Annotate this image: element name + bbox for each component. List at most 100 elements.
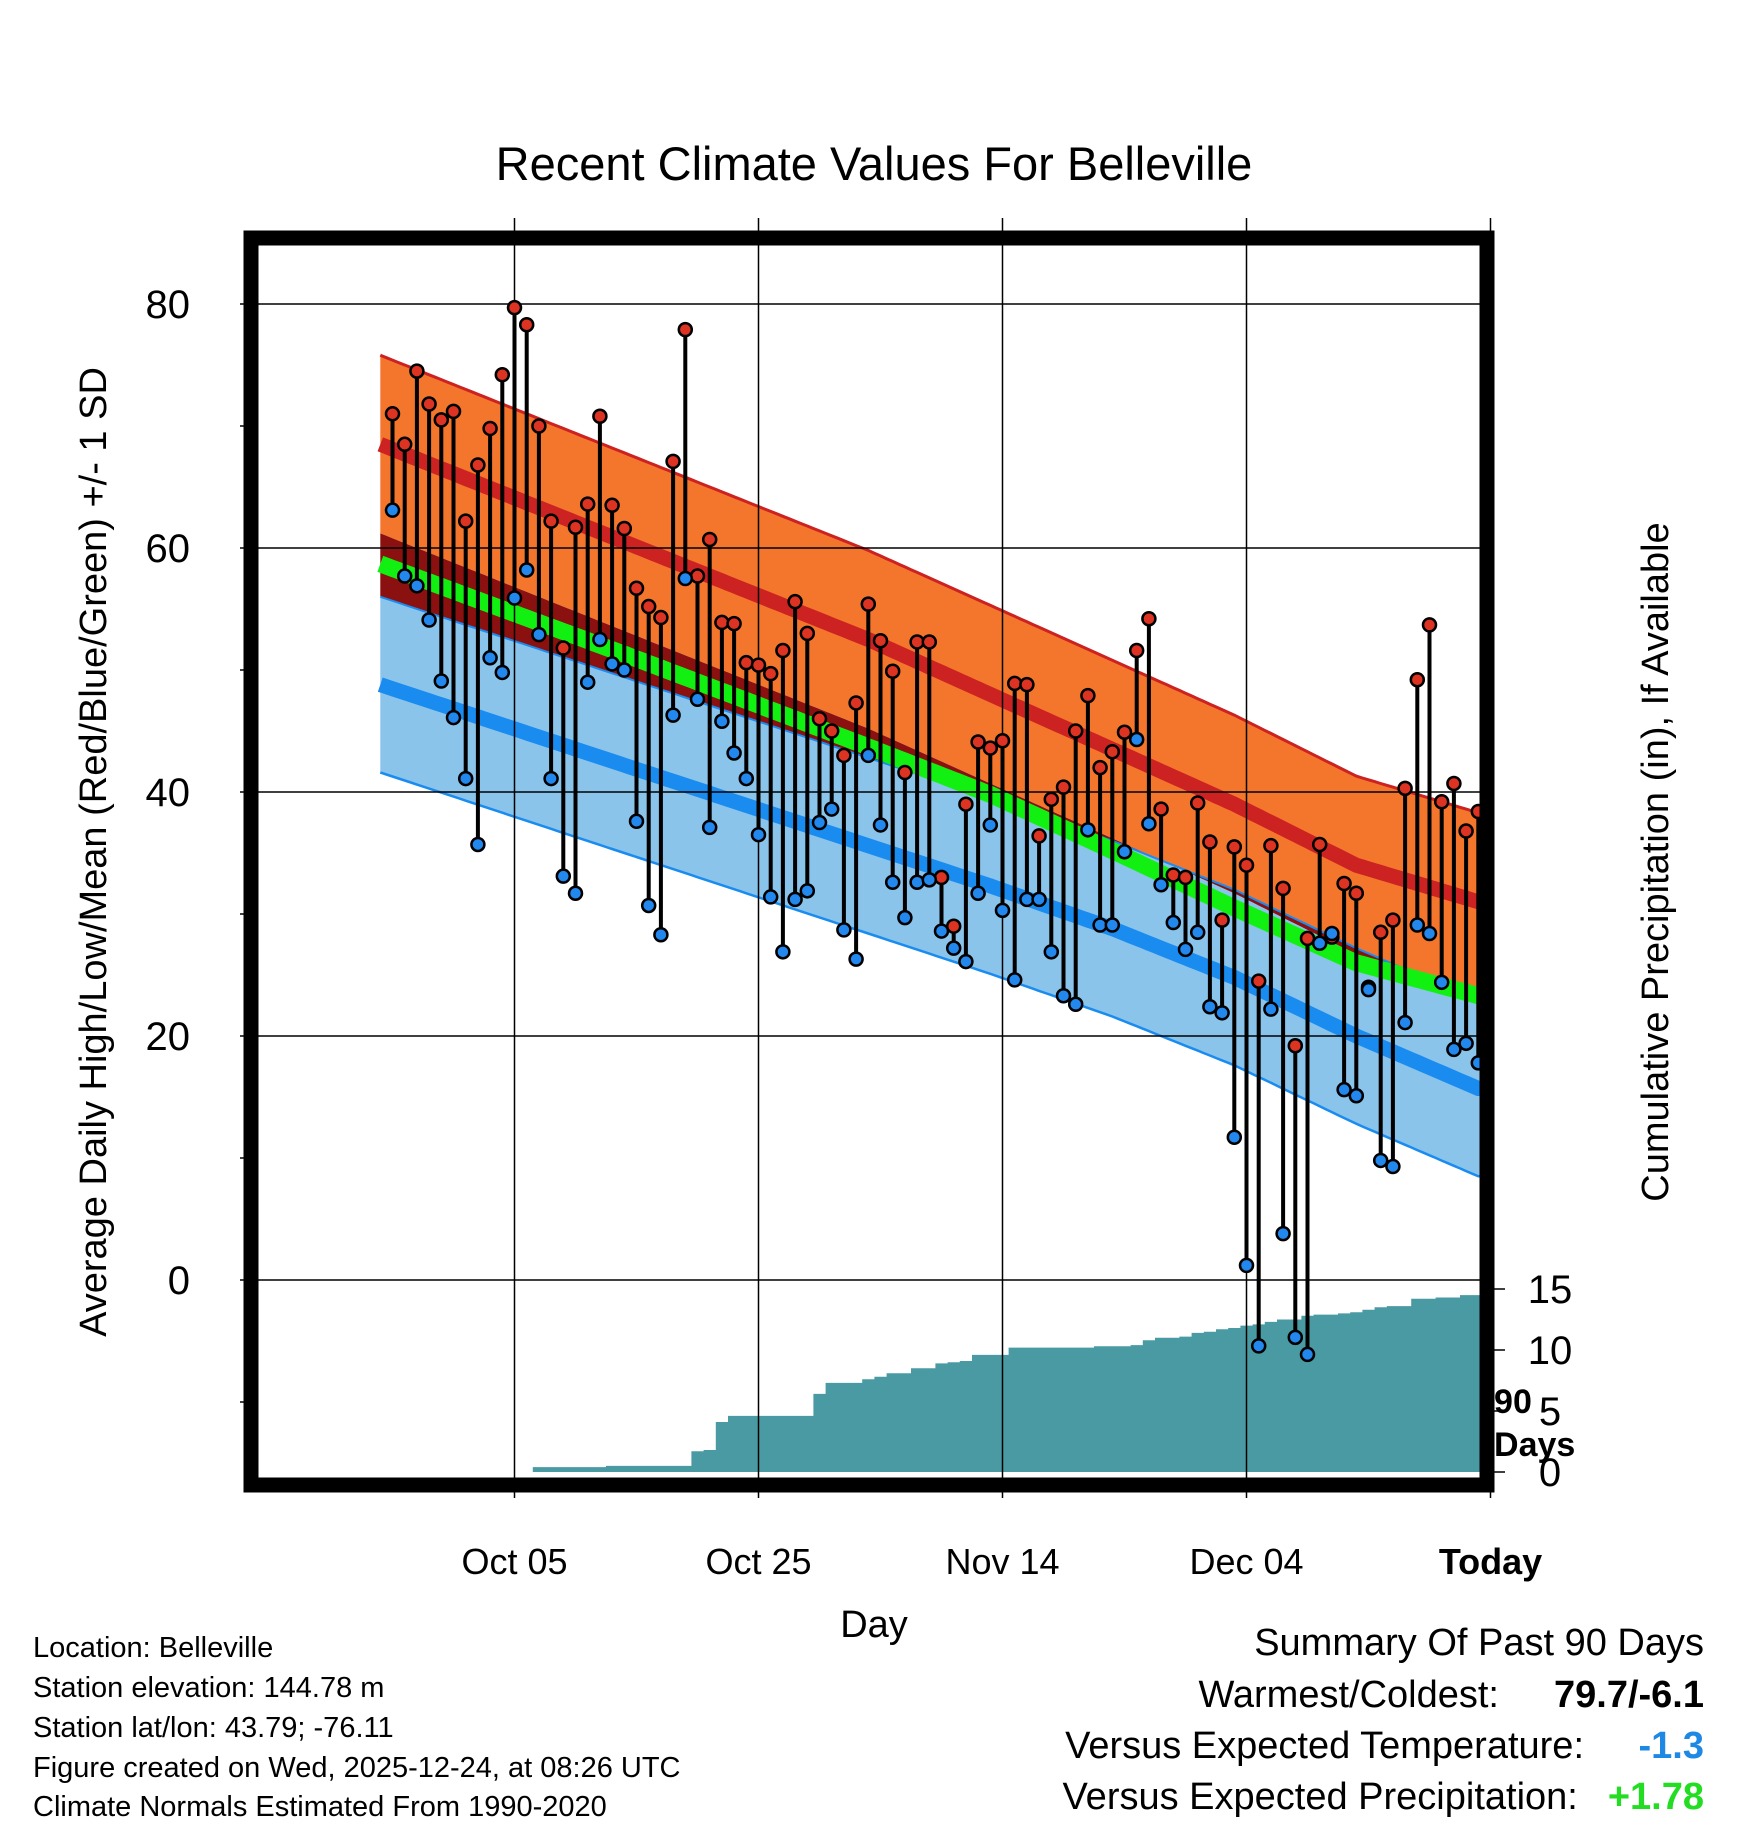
x-tick-label: Today bbox=[1439, 1541, 1542, 1582]
footer-location: Location: Belleville bbox=[33, 1632, 274, 1664]
daily-low-point bbox=[677, 570, 694, 587]
daily-low-point bbox=[1214, 1005, 1230, 1021]
y-axis-label: Average Daily High/Low/Mean (Red/Blue/Gr… bbox=[73, 367, 115, 1337]
daily-low-point bbox=[1067, 996, 1084, 1013]
daily-high-point bbox=[1092, 759, 1108, 776]
daily-high-point bbox=[726, 615, 742, 632]
daily-high-point bbox=[1019, 676, 1035, 693]
x-axis-label: Day bbox=[840, 1604, 908, 1646]
daily-high-point bbox=[1372, 924, 1389, 941]
daily-low-point bbox=[1397, 1014, 1413, 1031]
daily-low-point bbox=[1202, 998, 1218, 1015]
daily-high-point bbox=[482, 420, 498, 437]
summary-precip-label: Versus Expected Precipitation: bbox=[1062, 1776, 1578, 1818]
y2-tick-label: 5 bbox=[1539, 1390, 1561, 1434]
daily-low-point bbox=[701, 819, 718, 836]
daily-high-point bbox=[518, 316, 535, 333]
daily-high-point bbox=[1055, 779, 1072, 795]
daily-high-point bbox=[494, 367, 511, 383]
daily-high-point bbox=[1031, 828, 1047, 844]
daily-high-point bbox=[775, 642, 791, 659]
daily-high-point bbox=[555, 640, 572, 656]
daily-high-point bbox=[970, 734, 986, 750]
today-marker-days-label: Days bbox=[1494, 1426, 1575, 1464]
daily-low-point bbox=[1360, 981, 1377, 998]
daily-high-point bbox=[1275, 880, 1291, 897]
daily-low-point bbox=[506, 590, 523, 606]
daily-high-point bbox=[1263, 837, 1279, 854]
summary-precip-row: Versus Expected Precipitation: +1.78 bbox=[1062, 1774, 1704, 1820]
daily-high-point bbox=[567, 519, 584, 536]
summary-warmest-value: 79.7/-6.1 bbox=[1554, 1674, 1704, 1716]
daily-high-point bbox=[836, 747, 852, 764]
today-marker-days-number: 90 bbox=[1494, 1383, 1532, 1421]
y-tick-label: 20 bbox=[146, 1015, 191, 1059]
daily-low-point bbox=[933, 923, 950, 939]
daily-high-point bbox=[1397, 780, 1413, 797]
daily-high-point bbox=[384, 406, 401, 422]
summary-warmest-row: Warmest/Coldest: 79.7/-6.1 bbox=[1198, 1672, 1704, 1718]
daily-low-point bbox=[1250, 1338, 1267, 1354]
daily-high-point bbox=[470, 457, 486, 473]
daily-high-point bbox=[628, 580, 645, 597]
summary-temp-value: -1.3 bbox=[1638, 1725, 1704, 1767]
daily-low-point bbox=[1372, 1152, 1389, 1169]
footer-created: Figure created on Wed, 2025-12-24, at 08… bbox=[33, 1752, 681, 1784]
daily-high-point bbox=[689, 568, 706, 584]
daily-low-point bbox=[628, 813, 645, 830]
daily-low-point bbox=[836, 922, 852, 938]
daily-high-point bbox=[799, 625, 816, 642]
daily-high-point bbox=[897, 764, 913, 781]
daily-low-point bbox=[579, 674, 596, 690]
daily-low-point bbox=[982, 817, 999, 833]
daily-high-point bbox=[543, 513, 559, 529]
daily-low-point bbox=[470, 836, 486, 853]
daily-low-point bbox=[823, 801, 840, 817]
daily-low-point bbox=[958, 953, 974, 970]
daily-low-point bbox=[1043, 944, 1060, 960]
daily-high-point bbox=[1153, 801, 1169, 817]
summary-warmest-label: Warmest/Coldest: bbox=[1198, 1674, 1499, 1716]
x-tick-label: Dec 04 bbox=[1189, 1541, 1303, 1582]
daily-high-point bbox=[1141, 611, 1157, 627]
daily-high-point bbox=[872, 632, 889, 649]
daily-high-point bbox=[787, 593, 803, 610]
x-tick-label: Oct 25 bbox=[705, 1541, 811, 1582]
daily-high-point bbox=[933, 869, 950, 886]
daily-high-point bbox=[958, 796, 974, 812]
daily-high-point bbox=[982, 740, 999, 756]
chart-title: Recent Climate Values For Belleville bbox=[496, 137, 1253, 190]
daily-high-point bbox=[738, 654, 755, 671]
daily-low-point bbox=[1324, 925, 1340, 942]
daily-low-point bbox=[445, 709, 462, 726]
y-tick-label: 80 bbox=[146, 283, 191, 327]
daily-high-point bbox=[1202, 834, 1218, 850]
daily-high-point bbox=[592, 408, 608, 424]
daily-low-point bbox=[1299, 1346, 1316, 1363]
daily-low-point bbox=[921, 872, 938, 888]
daily-low-point bbox=[1055, 987, 1072, 1004]
daily-low-point bbox=[421, 612, 437, 628]
daily-low-point bbox=[531, 626, 547, 643]
daily-high-point bbox=[811, 711, 828, 727]
daily-high-point bbox=[994, 733, 1011, 749]
daily-low-point bbox=[750, 826, 767, 843]
daily-low-point bbox=[860, 747, 877, 764]
daily-high-point bbox=[1165, 867, 1182, 883]
daily-low-point bbox=[592, 631, 608, 648]
daily-high-point bbox=[1067, 723, 1084, 739]
summary-precip-value: +1.78 bbox=[1607, 1776, 1704, 1818]
daily-low-point bbox=[1421, 925, 1438, 942]
y2-tick-label: 15 bbox=[1528, 1268, 1573, 1312]
daily-high-point bbox=[421, 396, 437, 412]
daily-low-point bbox=[567, 885, 584, 902]
high-band-upper-edge bbox=[379, 353, 1480, 815]
daily-low-point bbox=[1080, 822, 1096, 838]
daily-high-point bbox=[457, 513, 474, 529]
daily-low-point bbox=[762, 889, 779, 905]
daily-low-point bbox=[775, 944, 791, 960]
daily-low-point bbox=[909, 874, 925, 891]
daily-high-point bbox=[1189, 795, 1206, 811]
daily-low-point bbox=[1409, 917, 1426, 933]
daily-low-point bbox=[1287, 1329, 1304, 1346]
